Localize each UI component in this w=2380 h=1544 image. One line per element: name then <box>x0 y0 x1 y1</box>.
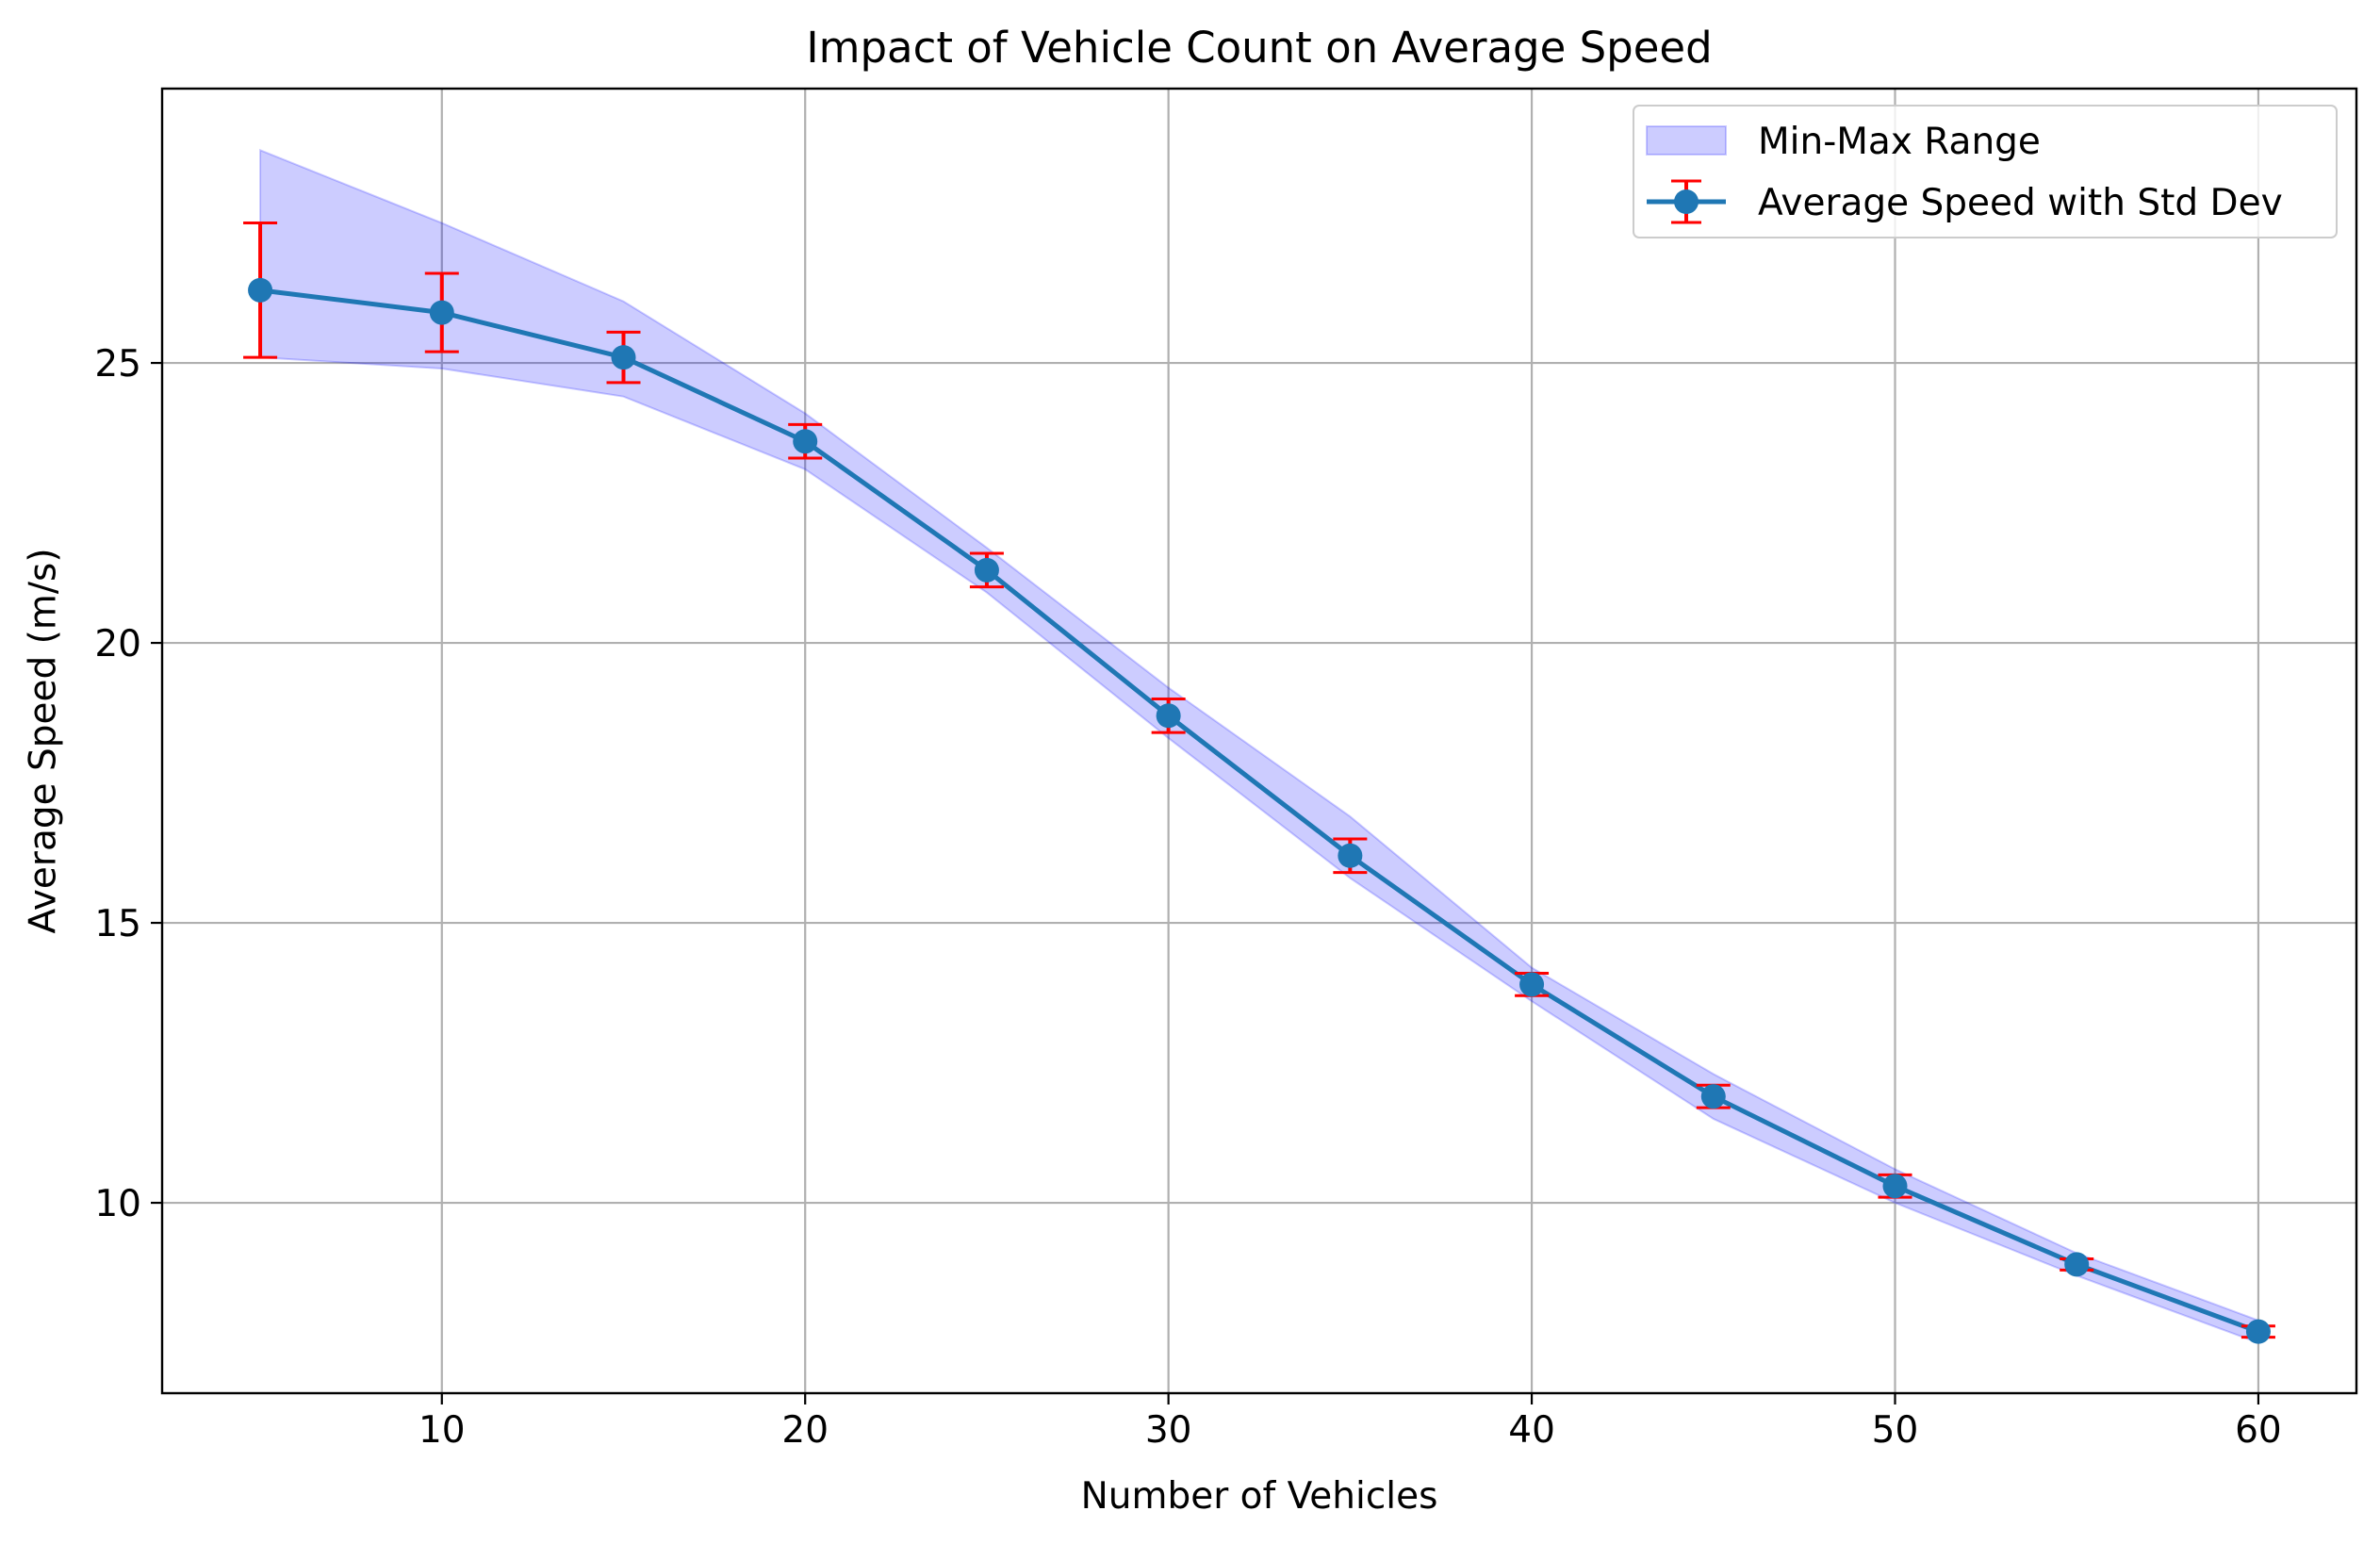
data-point <box>1882 1174 1908 1199</box>
min-max-band <box>259 148 2259 1344</box>
y-axis-label: Average Speed (m/s) <box>23 548 65 933</box>
data-point <box>2064 1252 2090 1277</box>
x-tick-label: 30 <box>1145 1409 1192 1452</box>
chart-title: Impact of Vehicle Count on Average Speed <box>806 23 1712 73</box>
x-axis-ticks: 10 20 30 40 50 60 <box>419 1393 2282 1452</box>
legend-series-label: Average Speed with Std Dev <box>1758 182 2283 224</box>
series-line <box>259 287 2259 1335</box>
x-tick-label: 50 <box>1872 1409 1919 1452</box>
x-axis-label: Number of Vehicles <box>1081 1475 1438 1518</box>
data-point <box>429 300 454 325</box>
data-point <box>248 277 273 303</box>
y-axis-ticks: 10 15 20 25 <box>94 343 162 1225</box>
data-point <box>793 429 818 454</box>
average-speed-series <box>259 287 2259 1335</box>
data-point <box>611 345 636 370</box>
series-markers <box>248 277 2271 1344</box>
y-tick-label: 15 <box>94 903 141 945</box>
legend-band-label: Min-Max Range <box>1758 121 2041 163</box>
data-point <box>2245 1319 2271 1344</box>
x-tick-label: 20 <box>781 1409 829 1452</box>
data-point <box>1338 843 1363 868</box>
y-tick-label: 20 <box>94 623 141 665</box>
x-tick-label: 40 <box>1508 1409 1555 1452</box>
data-point <box>974 557 999 583</box>
x-tick-label: 10 <box>419 1409 466 1452</box>
y-tick-label: 25 <box>94 343 141 386</box>
data-point <box>1156 703 1181 729</box>
grid-lines <box>162 89 2356 1393</box>
data-point <box>1700 1084 1726 1109</box>
y-tick-label: 10 <box>94 1183 141 1225</box>
legend-series-swatch <box>1647 179 1726 224</box>
x-tick-label: 60 <box>2235 1409 2282 1452</box>
legend-box <box>1633 105 2338 238</box>
legend-marker <box>1674 189 1699 214</box>
plot-area-frame <box>160 87 2358 1395</box>
legend-band-swatch <box>1646 125 1727 156</box>
min-max-band-area <box>259 148 2259 1344</box>
data-point <box>1519 972 1545 997</box>
legend: Min-Max Range Average Speed with Std Dev <box>1633 105 2338 238</box>
